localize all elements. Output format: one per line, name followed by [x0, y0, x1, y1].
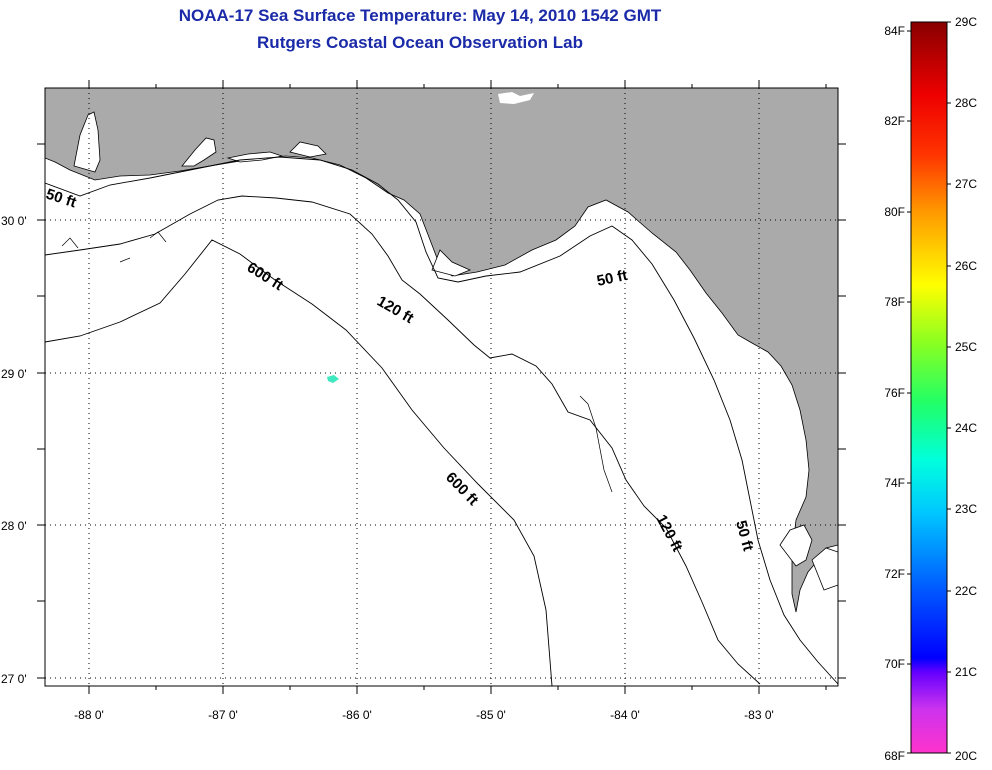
colorbar-f-label: 72F	[884, 567, 905, 581]
colorbar-c-label: 29C	[955, 15, 977, 29]
lat-label: 28 0'	[1, 519, 27, 533]
colorbar-c-label: 24C	[955, 421, 977, 435]
isobath-600ft	[45, 239, 553, 686]
lon-label: -86 0'	[342, 708, 372, 722]
colorbar-c-label: 27C	[955, 177, 977, 191]
lat-label: 29 0'	[1, 367, 27, 381]
lat-lon-grid	[45, 88, 838, 686]
colorbar-c-label: 26C	[955, 259, 977, 273]
pensacola-bay	[181, 137, 217, 167]
lon-label: -84 0'	[610, 708, 640, 722]
color-bar-ticks	[907, 21, 951, 754]
colorbar-f-label: 84F	[884, 24, 905, 38]
land-mass	[45, 88, 838, 613]
colorbar-f-label: 80F	[884, 205, 905, 219]
colorbar-c-label: 28C	[955, 96, 977, 110]
contour-label-50ft-mid: 50 ft	[595, 267, 629, 290]
colorbar-f-label: 82F	[884, 114, 905, 128]
isobath-50ft	[45, 156, 838, 685]
isobath-120ft	[45, 195, 761, 685]
map-ticks	[37, 80, 846, 694]
colorbar-c-label: 25C	[955, 340, 977, 354]
lat-label: 27 0'	[1, 672, 27, 686]
color-bar	[910, 21, 948, 754]
lon-label: -88 0'	[74, 708, 104, 722]
tampa-bay	[779, 524, 813, 567]
lon-label: -87 0'	[208, 708, 238, 722]
mobile-bay	[73, 111, 101, 173]
colorbar-f-label: 68F	[884, 749, 905, 763]
charlotte-harbor	[811, 547, 838, 591]
colorbar-f-label: 78F	[884, 295, 905, 309]
colorbar-c-label: 22C	[955, 584, 977, 598]
map-subtitle: Rutgers Coastal Ocean Observation Lab	[257, 33, 583, 52]
coast-islands	[61, 231, 613, 493]
lat-label: 30 0'	[1, 214, 27, 228]
colorbar-c-label: 21C	[955, 665, 977, 679]
map-title: NOAA-17 Sea Surface Temperature: May 14,…	[178, 6, 662, 25]
colorbar-c-label: 23C	[955, 502, 977, 516]
colorbar-f-label: 70F	[884, 657, 905, 671]
colorbar-f-label: 76F	[884, 386, 905, 400]
lon-label: -83 0'	[744, 708, 774, 722]
st-andrews-bay	[289, 141, 327, 158]
apalachicola-bay	[431, 249, 472, 277]
colorbar-f-label: 74F	[884, 476, 905, 490]
map-border	[44, 87, 839, 687]
inland-lake	[498, 92, 534, 104]
colorbar-c-label: 20C	[955, 749, 977, 763]
lon-label: -85 0'	[476, 708, 506, 722]
sst-data-patch	[327, 375, 339, 383]
